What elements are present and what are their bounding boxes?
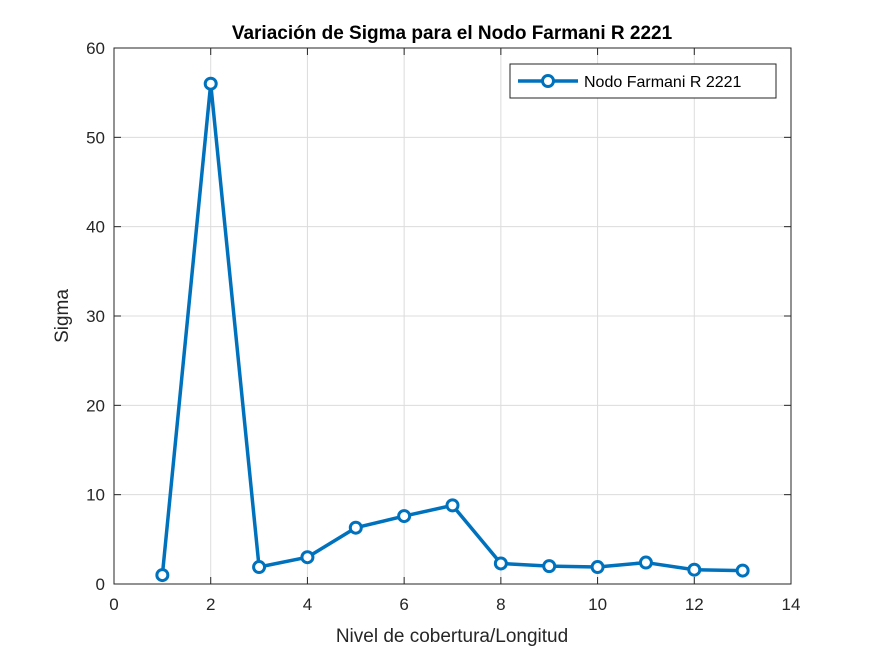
data-point — [638, 555, 653, 570]
data-point — [348, 520, 363, 535]
data-point — [445, 498, 460, 513]
y-tick-label: 0 — [96, 575, 105, 594]
data-point — [735, 563, 750, 578]
data-point — [203, 76, 218, 91]
series-group — [155, 76, 750, 583]
y-axis-label: Sigma — [52, 289, 73, 343]
data-point — [300, 550, 315, 565]
y-tick-label: 30 — [86, 307, 105, 326]
data-point — [397, 509, 412, 524]
x-tick-label: 12 — [685, 595, 704, 614]
x-tick-label: 0 — [109, 595, 118, 614]
y-tick-label: 20 — [86, 396, 105, 415]
y-tick-label: 60 — [86, 39, 105, 58]
data-point — [493, 556, 508, 571]
x-axis-label: Nivel de cobertura/Longitud — [336, 626, 568, 647]
plot-box — [113, 47, 792, 585]
y-tick-labels: 0 10 20 30 40 50 60 — [86, 39, 105, 594]
y-tick-label: 10 — [86, 486, 105, 505]
data-point — [155, 568, 170, 583]
x-tick-label: 10 — [588, 595, 607, 614]
data-point — [590, 560, 605, 575]
legend-label: Nodo Farmani R 2221 — [584, 74, 742, 91]
legend-marker — [541, 74, 555, 88]
x-tick-labels: 0 2 4 6 8 10 12 14 — [109, 595, 800, 614]
x-tick-label: 6 — [399, 595, 408, 614]
data-point — [542, 559, 557, 574]
x-tick-label: 4 — [303, 595, 312, 614]
legend: Nodo Farmani R 2221 — [509, 63, 777, 99]
x-tick-label: 14 — [782, 595, 801, 614]
x-tick-label: 2 — [206, 595, 215, 614]
data-point — [252, 560, 267, 575]
y-tick-label: 40 — [86, 218, 105, 237]
y-tick-label: 50 — [86, 128, 105, 147]
x-tick-label: 8 — [496, 595, 505, 614]
chart-title: Variación de Sigma para el Nodo Farmani … — [232, 23, 673, 44]
data-point — [687, 562, 702, 577]
